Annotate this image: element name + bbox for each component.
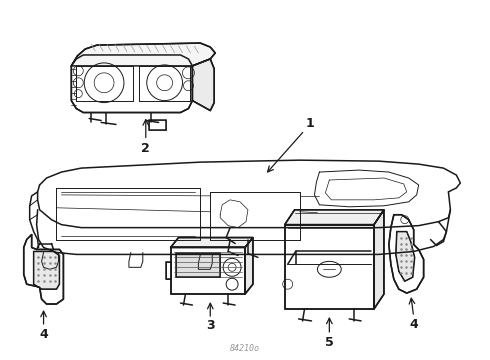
Text: 84210o: 84210o	[230, 344, 260, 353]
Polygon shape	[374, 210, 384, 309]
Polygon shape	[285, 210, 384, 225]
Text: 4: 4	[39, 328, 48, 341]
Polygon shape	[72, 55, 193, 113]
Polygon shape	[72, 43, 215, 66]
Polygon shape	[175, 253, 220, 277]
Text: 2: 2	[142, 142, 150, 155]
Text: 3: 3	[206, 319, 215, 332]
Text: 5: 5	[325, 336, 334, 349]
Text: 4: 4	[409, 318, 418, 331]
Polygon shape	[285, 225, 374, 309]
Polygon shape	[24, 235, 63, 304]
Polygon shape	[245, 238, 253, 294]
Polygon shape	[396, 231, 415, 281]
Polygon shape	[389, 215, 424, 293]
Polygon shape	[171, 238, 253, 247]
Polygon shape	[166, 262, 171, 279]
Polygon shape	[171, 247, 245, 294]
Polygon shape	[149, 121, 166, 130]
Polygon shape	[34, 251, 59, 289]
Polygon shape	[193, 59, 214, 111]
Text: 1: 1	[305, 117, 314, 130]
